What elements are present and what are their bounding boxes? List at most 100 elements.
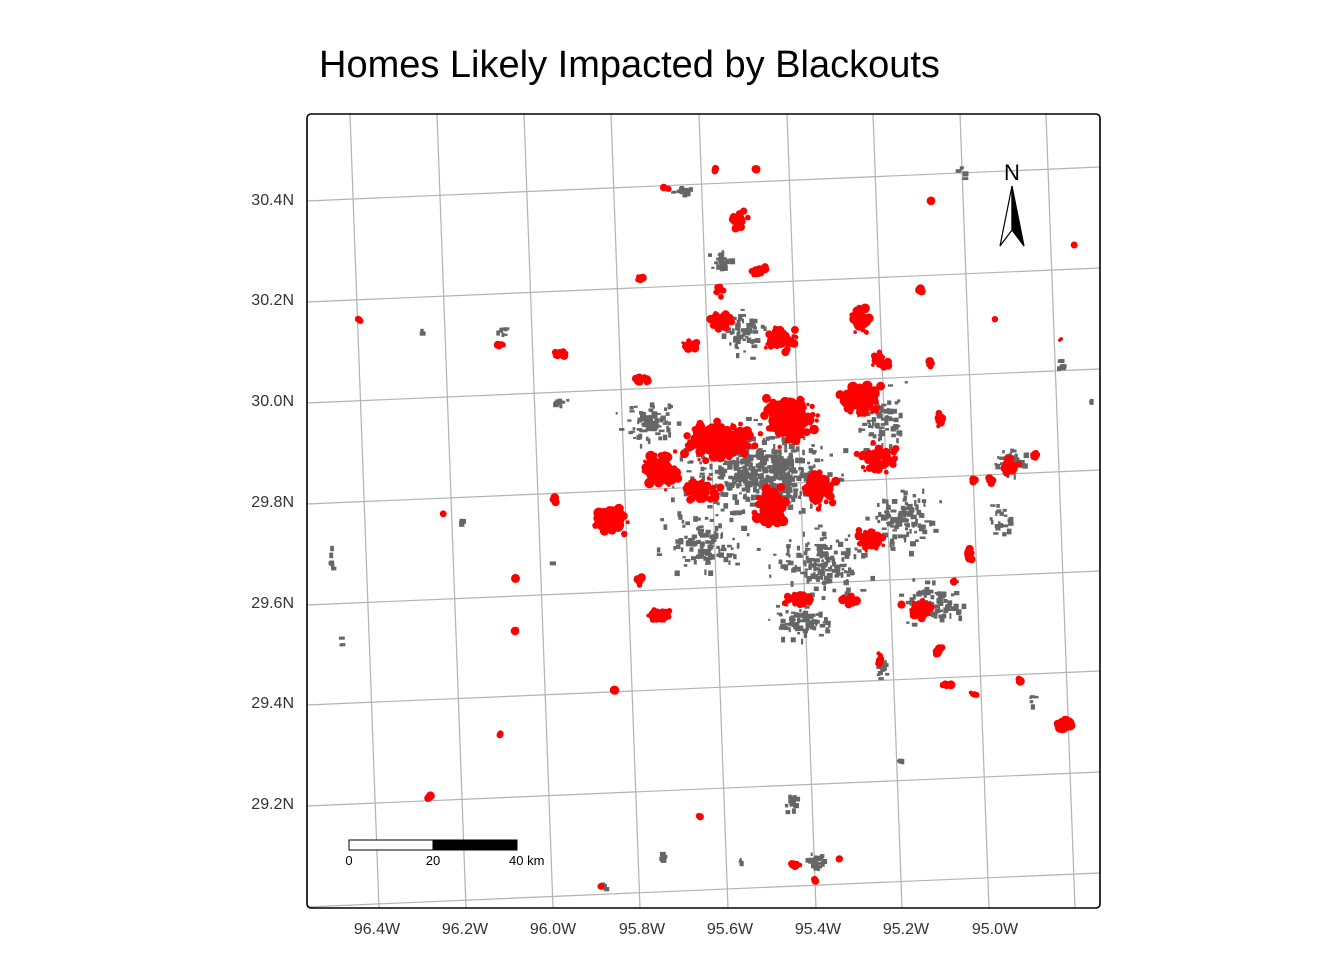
home-marker [647,438,651,444]
impacted-home-marker [615,517,622,525]
home-marker [717,476,720,479]
home-marker [901,759,905,765]
impacted-home-marker [828,498,837,507]
home-marker [791,496,796,503]
home-marker [653,425,657,432]
lat-label: 30.4N [251,192,294,209]
home-marker [733,317,737,320]
home-marker [887,400,892,405]
home-marker [794,622,800,627]
impacted-home-marker [884,361,893,370]
home-marker [769,436,775,440]
home-marker [875,412,882,416]
home-marker [789,495,793,499]
graticule-meridian [1045,114,1076,908]
impacted-home-marker [775,325,785,335]
home-marker [801,507,806,514]
home-marker [780,564,786,569]
home-marker [863,553,868,558]
impacted-home-marker [809,424,819,435]
home-marker [339,643,342,647]
home-marker [891,433,896,438]
home-marker [629,406,634,410]
impacted-home-marker [1059,337,1063,341]
home-marker [711,266,715,269]
home-marker [652,421,657,425]
home-marker [709,463,713,470]
home-marker [727,465,733,470]
home-marker [773,471,776,474]
home-marker [728,475,734,480]
impacted-home-marker [1016,677,1024,685]
impacted-home-marker [650,462,656,468]
home-marker [813,586,819,592]
home-marker [629,410,635,413]
home-marker [728,560,731,565]
home-marker [893,417,899,423]
impacted-home-marker [870,449,879,458]
home-marker [868,423,871,428]
impacted-home-marker [689,481,697,489]
impacted-home-marker [711,167,719,175]
home-marker [817,861,823,865]
home-marker [798,467,804,471]
home-marker [895,521,900,528]
impacted-home-marker [794,335,799,340]
home-marker [899,593,905,597]
home-marker [874,422,880,429]
home-marker [909,550,914,557]
home-marker [716,545,719,549]
home-marker [845,547,851,554]
home-marker [804,573,808,578]
home-marker [501,332,505,338]
home-marker [789,459,795,466]
home-marker [683,564,688,567]
home-marker [662,434,668,441]
home-marker [881,527,887,530]
home-marker [894,408,897,414]
home-marker [1008,521,1014,526]
home-marker [767,454,773,458]
home-marker [814,527,820,530]
home-marker [928,589,934,594]
impacted-home-marker [496,731,504,739]
home-marker [844,553,850,559]
home-marker [813,862,819,868]
home-marker [738,314,743,317]
home-marker [1029,695,1036,698]
map-panel-background [307,114,1100,908]
home-marker [700,525,704,528]
impacted-home-marker [841,393,850,402]
home-marker [834,565,838,569]
home-marker [955,169,962,173]
home-marker [745,336,749,339]
home-marker [776,454,782,458]
home-marker [897,399,901,403]
home-marker [806,557,812,564]
impacted-home-marker [767,336,772,341]
home-marker [773,444,776,450]
home-marker [821,596,826,601]
home-marker [499,327,503,333]
home-marker [796,552,802,558]
home-marker [781,489,788,494]
home-marker [783,463,790,470]
home-marker [897,520,903,526]
home-marker [835,539,840,543]
home-marker [934,591,940,595]
home-marker [550,561,556,566]
home-marker [871,417,877,423]
home-marker [809,503,813,509]
impacted-home-marker [686,492,690,496]
home-marker [877,402,880,408]
home-marker [679,185,684,190]
home-marker [774,469,780,475]
home-marker [655,432,661,436]
home-marker [718,549,721,555]
impacted-home-marker [731,221,735,225]
impacted-home-marker [855,527,863,534]
impacted-home-marker [816,469,823,476]
home-marker [703,556,706,561]
home-marker [649,408,654,413]
impacted-home-marker [795,593,804,602]
